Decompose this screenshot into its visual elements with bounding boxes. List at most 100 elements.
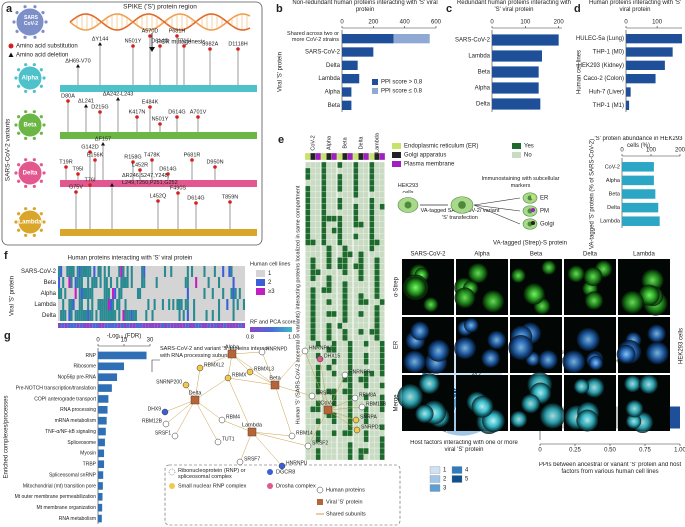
heatmap-cell <box>136 288 140 299</box>
virus-spike <box>32 233 36 237</box>
virus-body <box>15 7 45 37</box>
x-tick-label: 400 <box>400 20 411 26</box>
heatmap-cell <box>337 197 343 204</box>
diagram-label-box: Immunostaining with subcellular markers <box>482 176 560 189</box>
heatmap-cell <box>74 288 77 299</box>
heatmap-cell <box>310 299 316 306</box>
score-strip <box>216 323 221 328</box>
y-axis-label: Viral 'S' protein <box>278 52 284 92</box>
heatmap-cell <box>118 288 121 299</box>
heatmap-cell <box>374 275 380 282</box>
substitution-marker <box>150 158 154 162</box>
panel-letter: b <box>276 3 283 15</box>
micrograph-cell <box>403 350 426 373</box>
network-arrow <box>151 359 160 372</box>
bar <box>622 175 654 186</box>
mutation-label: T716I <box>177 38 192 44</box>
legend-label: 3 <box>443 486 447 492</box>
y-tick-label: TNF-α/NF-kB signaling <box>45 429 96 435</box>
heatmap-cell <box>315 400 321 407</box>
heatmap-cell <box>358 454 364 460</box>
y-tick-label: HEK293 (Kidney) <box>578 63 624 69</box>
legend-label: 5 <box>465 477 469 483</box>
virus-spike <box>17 84 21 88</box>
score-strip <box>61 323 65 328</box>
human-protein-node <box>301 347 309 355</box>
virus-spike <box>32 63 36 67</box>
panel-letter: d <box>574 3 581 15</box>
heatmap-cell <box>347 448 353 455</box>
score-strip <box>123 323 127 328</box>
nucleus-icon <box>458 201 466 209</box>
compartment-strip <box>374 152 380 161</box>
heatmap-cell <box>89 288 92 299</box>
heatmap-cell <box>369 239 375 246</box>
heatmap-cell <box>80 288 83 299</box>
human-protein-node <box>218 416 226 424</box>
score-strip <box>235 323 239 328</box>
heatmap-cell <box>211 310 214 321</box>
score-strip <box>135 323 140 328</box>
micrograph-cell <box>521 394 541 414</box>
node-label: SRSF2 <box>312 440 328 446</box>
heatmap-cell <box>369 167 375 174</box>
human-protein-node <box>196 364 204 372</box>
heatmap-cell <box>82 288 86 299</box>
heatmap-cell <box>358 448 364 455</box>
bar <box>626 47 673 57</box>
x-tick-label: 200 <box>554 20 565 26</box>
heatmap-cell <box>342 287 348 294</box>
heatmap-cell <box>337 233 343 240</box>
heatmap-cell <box>211 288 214 299</box>
virus-spike <box>17 212 21 216</box>
virus-spike <box>32 110 36 114</box>
micrograph-cell <box>397 383 423 410</box>
bar <box>492 98 541 110</box>
micrograph-cell <box>410 321 430 341</box>
heatmap-cell <box>310 293 316 300</box>
heatmap-cell <box>80 277 83 288</box>
diagram-label-box: HEK293 cells <box>398 183 419 193</box>
heatmap-cell <box>315 430 321 437</box>
substitution-marker <box>156 199 160 203</box>
bar-segment <box>342 87 352 97</box>
micrograph-cell <box>415 404 434 423</box>
legend-label: Small nuclear RNP complex <box>178 483 247 489</box>
bar <box>98 427 106 436</box>
human-protein-node <box>246 368 254 376</box>
heatmap-cell <box>141 266 144 277</box>
legend-node <box>267 483 273 489</box>
marker-dot <box>531 195 535 199</box>
heatmap-cell <box>132 310 135 321</box>
legend-swatch <box>451 466 463 474</box>
column-label: Delta <box>358 136 364 150</box>
micrograph-cell <box>423 297 439 312</box>
x-tick-label: 0 <box>624 20 628 26</box>
heatmap-cell <box>155 277 158 288</box>
heatmap-cell <box>130 310 133 321</box>
micrograph-cell <box>539 403 566 429</box>
score-label: 1.0 <box>288 334 296 340</box>
protein-bar <box>60 132 257 139</box>
substitution-marker <box>213 165 217 169</box>
heatmap-cell <box>321 233 327 240</box>
mutation-label: D950N <box>206 159 223 165</box>
mutation-label: ΔR246,S247,Y248, L249,T250,P251,G252 <box>122 173 178 186</box>
heatmap-cell <box>310 316 316 323</box>
heatmap-cell <box>353 191 359 198</box>
heatmap-cell <box>315 352 321 359</box>
heatmap-cell <box>363 376 369 383</box>
human-protein-node <box>236 458 244 466</box>
heatmap-cell <box>321 191 327 198</box>
node-label: RBM4 <box>226 414 240 420</box>
heatmap-cell <box>363 436 369 443</box>
micrograph-cell <box>541 260 557 275</box>
chart-title: Human proteins interacting with 'S' vira… <box>588 0 681 13</box>
heatmap-cell <box>161 299 164 310</box>
score-strip <box>195 323 199 328</box>
micrograph-cell <box>454 287 476 309</box>
heatmap-cell <box>78 310 81 321</box>
legend-label: Endoplasmic reticulum (ER) <box>404 144 478 150</box>
bar <box>98 384 112 392</box>
heatmap-cell <box>353 209 359 216</box>
